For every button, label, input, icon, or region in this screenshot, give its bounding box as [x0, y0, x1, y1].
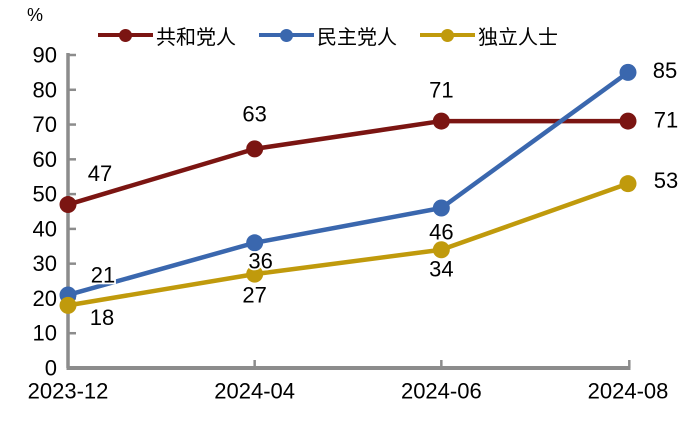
data-label-republicans: 63: [242, 101, 266, 126]
y-axis-tick-label: 80: [33, 77, 57, 102]
legend-item-republicans: 共和党人: [98, 21, 236, 50]
data-label-independents: 27: [242, 283, 266, 308]
y-axis-unit-label: %: [27, 5, 44, 25]
series-point-independents: [619, 175, 637, 193]
y-axis-tick-label: 50: [33, 182, 57, 207]
series-line-republicans: [65, 118, 631, 207]
series-point-republicans: [432, 112, 450, 130]
series-point-republicans: [59, 196, 77, 214]
legend-label-republicans: 共和党人: [156, 26, 236, 49]
legend-item-democrats: 民主党人: [259, 21, 397, 50]
series-point-independents: [432, 241, 450, 259]
y-axis-tick-label: 70: [33, 112, 57, 137]
series-point-democrats: [432, 199, 450, 217]
chart-legend: 共和党人 民主党人 独立人士: [0, 21, 656, 50]
y-axis-tick-label: 30: [33, 251, 57, 276]
y-axis-tick-label: 40: [33, 216, 57, 241]
data-label-republicans: 47: [88, 161, 112, 186]
data-label-democrats: 46: [429, 220, 453, 245]
y-axis-tick-label: 90: [33, 43, 57, 68]
y-axis-tick-label: 10: [33, 321, 57, 346]
legend-marker-republicans-icon: [98, 28, 153, 43]
series-point-republicans: [619, 112, 637, 130]
x-axis-tick-label: 2024-08: [588, 379, 669, 404]
legend-item-independents: 独立人士: [420, 21, 558, 50]
legend-marker-independents-icon: [420, 28, 475, 43]
x-axis-tick-label: 2023-12: [28, 379, 109, 404]
series-point-republicans: [246, 140, 264, 158]
data-label-republicans: 71: [429, 78, 453, 103]
legend-label-democrats: 民主党人: [317, 26, 397, 49]
data-label-democrats: 36: [248, 248, 272, 273]
data-label-independents: 53: [654, 168, 678, 193]
series-point-democrats: [246, 234, 264, 252]
series-point-democrats: [619, 63, 637, 81]
legend-label-independents: 独立人士: [478, 26, 558, 49]
series-point-independents: [246, 265, 264, 283]
legend-marker-democrats-icon: [259, 28, 314, 43]
series-point-independents: [59, 296, 77, 314]
data-label-democrats: 85: [653, 58, 677, 83]
series-line-democrats: [65, 70, 631, 298]
y-axis-tick-label: 0: [45, 356, 57, 381]
data-label-republicans: 71: [654, 108, 678, 133]
data-label-independents: 18: [90, 305, 114, 330]
data-label-democrats: 21: [91, 262, 115, 287]
data-label-independents: 34: [429, 256, 453, 281]
x-axis-tick-label: 2024-06: [401, 379, 482, 404]
x-axis-tick-label: 2024-04: [214, 379, 295, 404]
y-axis-tick-label: 20: [33, 286, 57, 311]
series-line-independents: [65, 181, 631, 308]
y-axis-tick-label: 60: [33, 147, 57, 172]
